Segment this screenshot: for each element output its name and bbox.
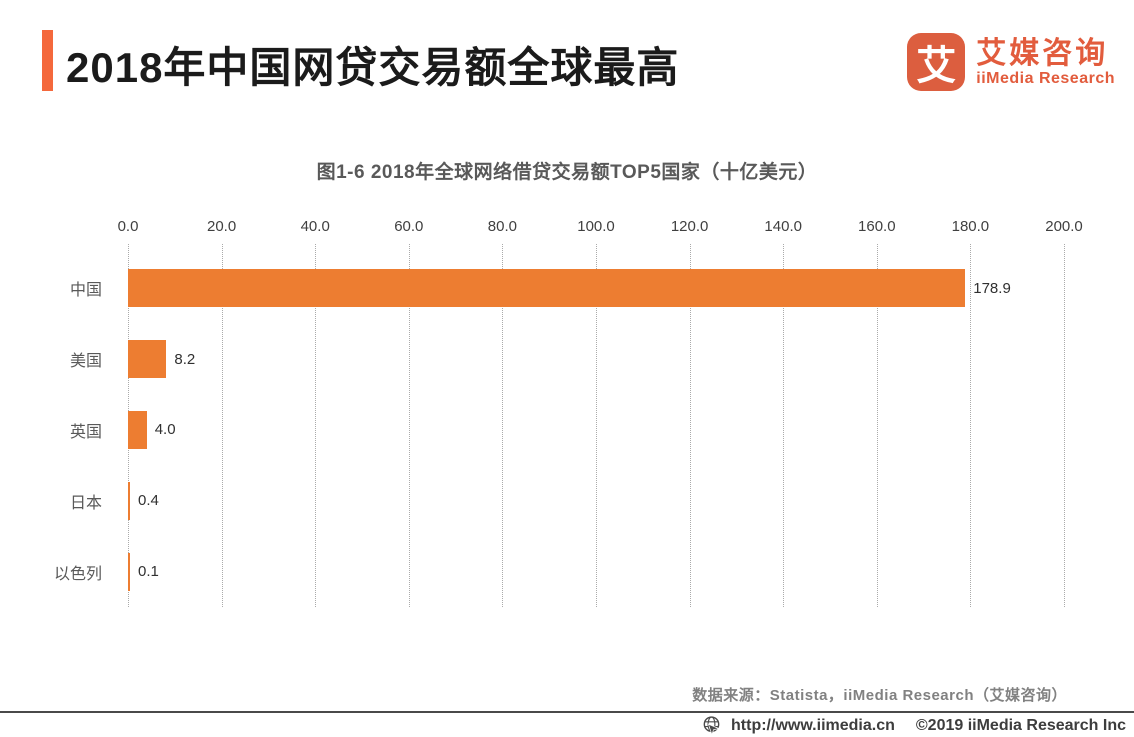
page-title: 2018年中国网贷交易额全球最高 <box>66 44 680 91</box>
gridline <box>876 244 878 607</box>
bar-value-label: 4.0 <box>154 421 176 439</box>
x-tick-label: 80.0 <box>487 218 517 235</box>
bar-row: 178.9 <box>128 253 1064 324</box>
x-tick-label: 60.0 <box>394 218 424 235</box>
x-tick-label: 120.0 <box>670 218 709 235</box>
bar-value-label: 8.2 <box>174 350 196 368</box>
bar-rows: 178.9 8.2 4.0 0.4 0.1 <box>128 253 1064 607</box>
bar <box>128 269 966 308</box>
gridline <box>315 244 317 607</box>
category-axis: 中国美国英国日本以色列 <box>50 215 128 607</box>
plot-area: 178.9 8.2 4.0 0.4 0.1 <box>128 244 1065 607</box>
data-source-note: 数据来源：Statista，iiMedia Research（艾媒咨询） <box>692 687 1067 704</box>
iimedia-logo-text: 艾媒咨询 iiMedia Research <box>976 33 1115 88</box>
bar-value-label: 0.4 <box>138 492 159 510</box>
x-axis: 0.0 20.0 40.0 60.0 80.0 100.0 120.0 140.0 160.0 1… <box>118 215 1083 253</box>
iimedia-logo: 艾 艾媒咨询 iiMedia Research <box>907 33 1115 91</box>
category-label: 中国 <box>69 282 102 300</box>
category-label: 英国 <box>69 423 102 441</box>
bar <box>128 340 167 379</box>
x-tick-label: 180.0 <box>951 218 990 235</box>
footer-url: http://www.iimedia.cn <box>731 716 895 734</box>
bar-row: 8.2 <box>128 324 1064 395</box>
category-axis-spacer <box>50 215 128 253</box>
category-label: 美国 <box>69 353 102 371</box>
bar-row: 0.4 <box>128 465 1064 536</box>
footer-copyright: ©2019 iiMedia Research Inc <box>915 716 1126 734</box>
chart-title: 图1-6 2018年全球网络借贷交易额TOP5国家（十亿美元） <box>316 162 818 183</box>
globe-cursor-icon <box>703 716 721 736</box>
gridline <box>1064 244 1065 607</box>
gridline <box>783 244 785 607</box>
gridline <box>221 244 223 607</box>
gridline <box>502 244 504 607</box>
bar-row: 0.1 <box>128 536 1064 607</box>
iimedia-logo-icon: 艾 <box>907 33 966 91</box>
bar <box>128 410 147 449</box>
footer: http://www.iimedia.cn ©2019 iiMedia Rese… <box>701 715 1126 736</box>
logo-name-cn: 艾媒咨询 <box>976 37 1109 70</box>
bar <box>128 481 130 520</box>
gridline <box>689 244 691 607</box>
x-tick-label: 160.0 <box>858 218 896 235</box>
gridline <box>596 244 597 607</box>
bar-value-label: 178.9 <box>973 279 1011 297</box>
x-tick-label: 0.0 <box>117 218 139 235</box>
x-tick-label: 100.0 <box>577 218 615 235</box>
bar <box>128 552 130 591</box>
gridline <box>970 244 972 607</box>
x-tick-label: 140.0 <box>764 218 802 235</box>
category-labels: 中国美国英国日本以色列 <box>50 253 128 607</box>
bar-value-label: 0.1 <box>138 563 159 581</box>
category-label: 以色列 <box>53 565 102 583</box>
x-tick-label: 40.0 <box>300 218 330 235</box>
title-accent-bar <box>42 30 53 91</box>
footer-divider <box>0 711 1134 713</box>
x-tick-label: 200.0 <box>1045 218 1083 235</box>
gridline <box>408 244 410 607</box>
x-tick-label: 20.0 <box>206 218 237 235</box>
logo-name-en: iiMedia Research <box>976 70 1115 87</box>
plot-column: 0.0 20.0 40.0 60.0 80.0 100.0 120.0 140.0 160.0 1… <box>118 215 1083 607</box>
bar-row: 4.0 <box>128 395 1064 466</box>
bar-chart: 中国美国英国日本以色列 0.0 20.0 40.0 60.0 80.0 100.0 120.… <box>50 215 1083 607</box>
category-label: 日本 <box>69 494 102 512</box>
